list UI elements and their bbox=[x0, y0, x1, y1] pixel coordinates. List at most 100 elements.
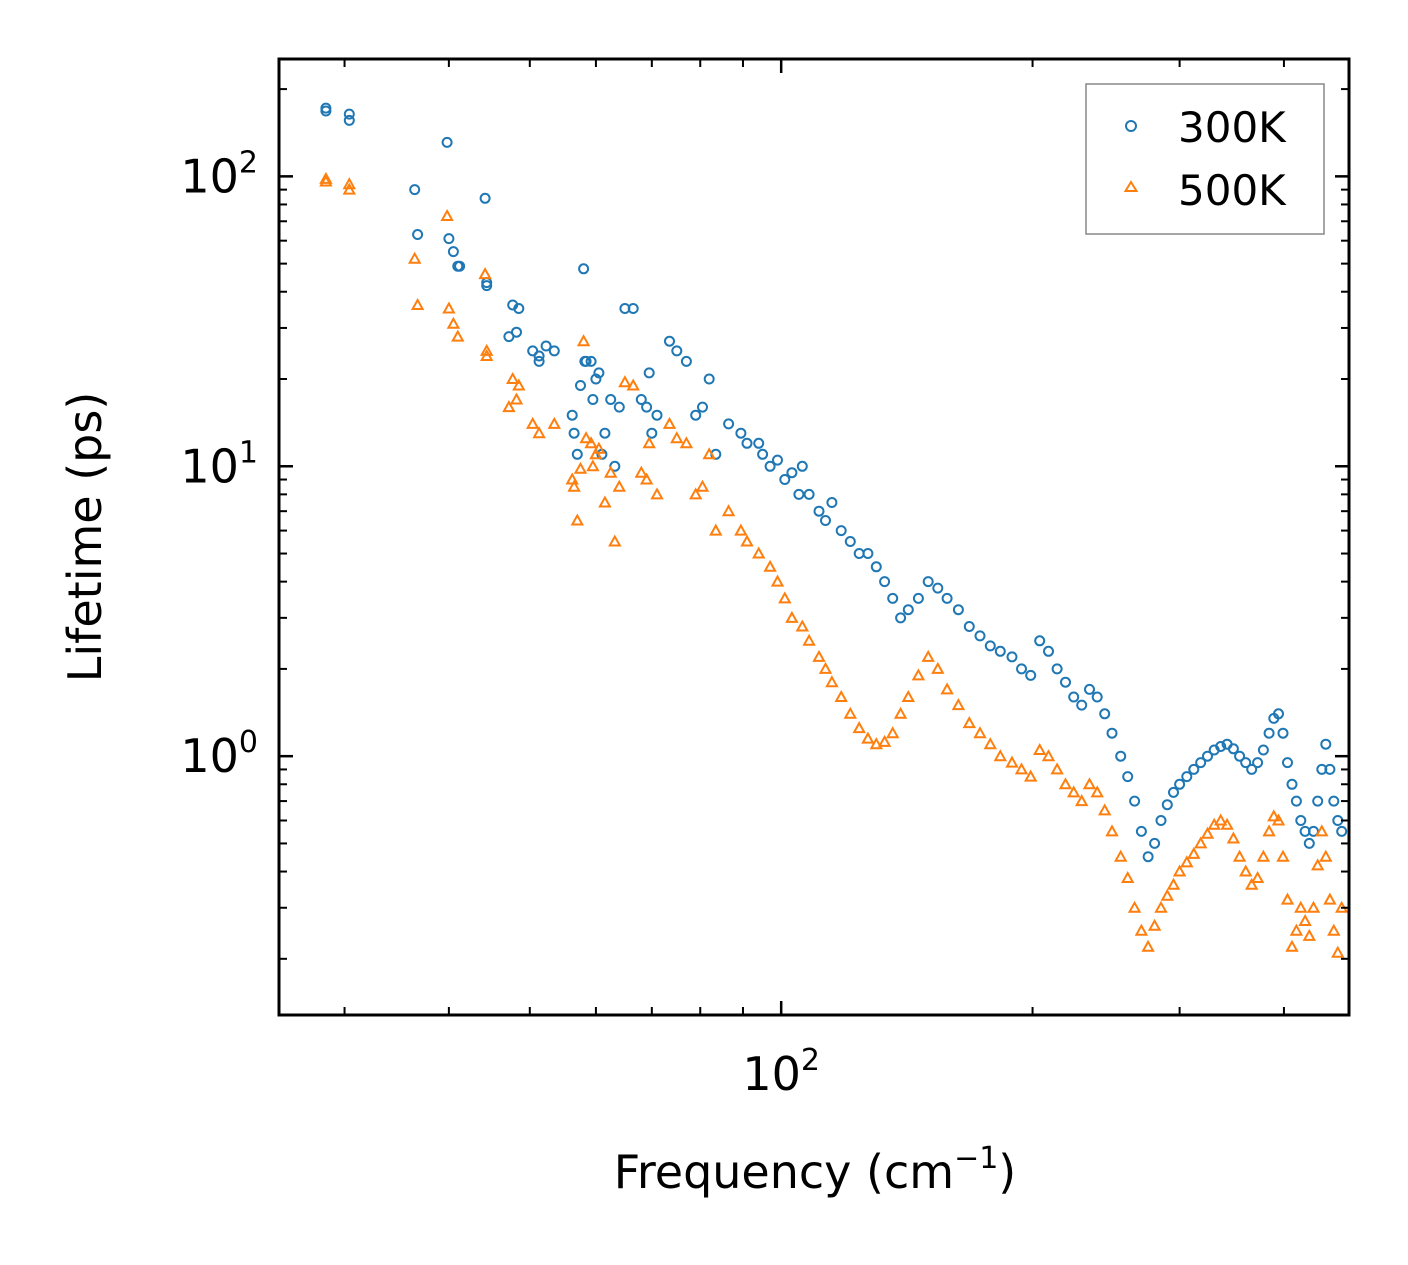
data-point-300K bbox=[963, 621, 975, 632]
data-point-300K bbox=[1043, 645, 1054, 657]
data-point-500K bbox=[1147, 918, 1162, 931]
data-point-300K bbox=[566, 409, 578, 421]
data-point-300K bbox=[481, 280, 493, 292]
legend-box bbox=[1085, 83, 1325, 235]
data-point-300K bbox=[984, 640, 996, 652]
data-point-300K bbox=[1282, 757, 1293, 769]
data-point-300K bbox=[575, 380, 586, 391]
data-point-500K bbox=[689, 487, 703, 500]
data-point-300K bbox=[912, 592, 924, 604]
data-point-300K bbox=[796, 460, 808, 472]
data-point-300K bbox=[1252, 757, 1264, 769]
data-point-500K bbox=[993, 749, 1007, 762]
data-point-500K bbox=[567, 479, 581, 492]
data-point-500K bbox=[570, 513, 584, 526]
data-point-500K bbox=[478, 267, 492, 280]
data-point-300K bbox=[1099, 708, 1111, 720]
data-point-300K bbox=[1025, 669, 1037, 681]
data-point-300K bbox=[932, 582, 944, 594]
data-point-500K bbox=[1121, 870, 1135, 883]
data-point-300K bbox=[533, 355, 545, 367]
data-point-500K bbox=[1280, 892, 1295, 905]
data-point-300K bbox=[1303, 837, 1315, 849]
data-point-500K bbox=[1067, 785, 1081, 798]
data-point-300K bbox=[779, 474, 791, 485]
data-point-500K bbox=[921, 649, 935, 662]
data-point-300K bbox=[540, 340, 552, 352]
data-point-500K bbox=[1267, 809, 1281, 822]
data-point-500K bbox=[679, 436, 694, 449]
data-point-500K bbox=[843, 706, 857, 719]
data-point-300K bbox=[1246, 763, 1258, 775]
legend-marker-500K bbox=[1123, 180, 1139, 192]
data-point-300K bbox=[651, 409, 663, 421]
data-point-300K bbox=[803, 488, 815, 500]
data-point-300K bbox=[703, 373, 715, 385]
data-point-300K bbox=[1076, 699, 1088, 711]
data-point-300K bbox=[1084, 683, 1095, 695]
data-point-500K bbox=[634, 465, 648, 478]
data-point-300K bbox=[1034, 635, 1046, 647]
data-point-500K bbox=[877, 734, 892, 747]
data-point-300K bbox=[1016, 663, 1027, 675]
x-axis-label: Frequency (cm−1) bbox=[614, 1141, 1017, 1199]
y-tick-label: 100 bbox=[180, 725, 258, 783]
data-point-500K bbox=[752, 546, 766, 559]
data-point-300K bbox=[409, 184, 421, 196]
data-point-500K bbox=[785, 610, 799, 623]
legend: 300K 500K bbox=[1085, 83, 1325, 235]
data-point-500K bbox=[506, 371, 520, 384]
data-point-500K bbox=[1082, 777, 1097, 790]
data-point-500K bbox=[901, 689, 915, 702]
data-point-500K bbox=[1180, 855, 1194, 868]
data-point-500K bbox=[886, 726, 900, 739]
data-point-300K bbox=[641, 401, 653, 413]
data-point-300K bbox=[443, 233, 455, 245]
data-point-300K bbox=[1295, 815, 1307, 826]
data-point-300K bbox=[590, 373, 602, 385]
data-point-500K bbox=[1245, 877, 1259, 890]
data-point-500K bbox=[670, 431, 684, 444]
data-point-500K bbox=[962, 716, 976, 729]
data-point-500K bbox=[734, 523, 748, 536]
data-point-500K bbox=[834, 689, 848, 702]
data-point-300K bbox=[343, 108, 355, 120]
data-point-500K bbox=[1315, 824, 1329, 837]
data-point-500K bbox=[763, 559, 777, 572]
data-point-500K bbox=[584, 436, 598, 449]
data-point-500K bbox=[509, 392, 524, 405]
data-point-300K bbox=[753, 437, 765, 449]
data-point-500K bbox=[576, 334, 591, 347]
data-point-500K bbox=[579, 431, 593, 444]
data-point-300K bbox=[723, 418, 735, 430]
data-point-300K bbox=[599, 427, 611, 439]
data-point-300K bbox=[548, 345, 560, 357]
data-point-300K bbox=[1129, 795, 1141, 807]
y-tick-label: 102 bbox=[180, 145, 258, 203]
data-point-300K bbox=[826, 497, 838, 508]
data-point-300K bbox=[605, 394, 617, 405]
data-point-300K bbox=[1336, 825, 1348, 837]
data-point-300K bbox=[447, 246, 459, 258]
data-point-300K bbox=[952, 604, 964, 616]
data-point-500K bbox=[1323, 892, 1337, 905]
data-point-500K bbox=[770, 574, 785, 587]
data-point-300K bbox=[587, 394, 599, 405]
data-point-500K bbox=[1098, 803, 1112, 816]
data-point-300K bbox=[1181, 771, 1193, 783]
data-point-300K bbox=[820, 515, 831, 526]
data-point-300K bbox=[1006, 651, 1018, 663]
data-point-300K bbox=[1328, 795, 1340, 807]
data-point-500K bbox=[818, 661, 833, 674]
legend-marker-300K bbox=[1125, 120, 1137, 132]
legend-label-300K: 300K bbox=[1178, 103, 1287, 152]
data-point-300K bbox=[835, 525, 847, 537]
data-point-500K bbox=[1134, 923, 1149, 936]
data-point-500K bbox=[532, 426, 546, 439]
data-point-500K bbox=[1232, 849, 1247, 862]
data-point-500K bbox=[740, 534, 754, 547]
data-point-500K bbox=[1154, 900, 1168, 913]
data-point-500K bbox=[1327, 923, 1341, 936]
data-point-500K bbox=[869, 737, 883, 750]
data-point-500K bbox=[1331, 945, 1345, 958]
